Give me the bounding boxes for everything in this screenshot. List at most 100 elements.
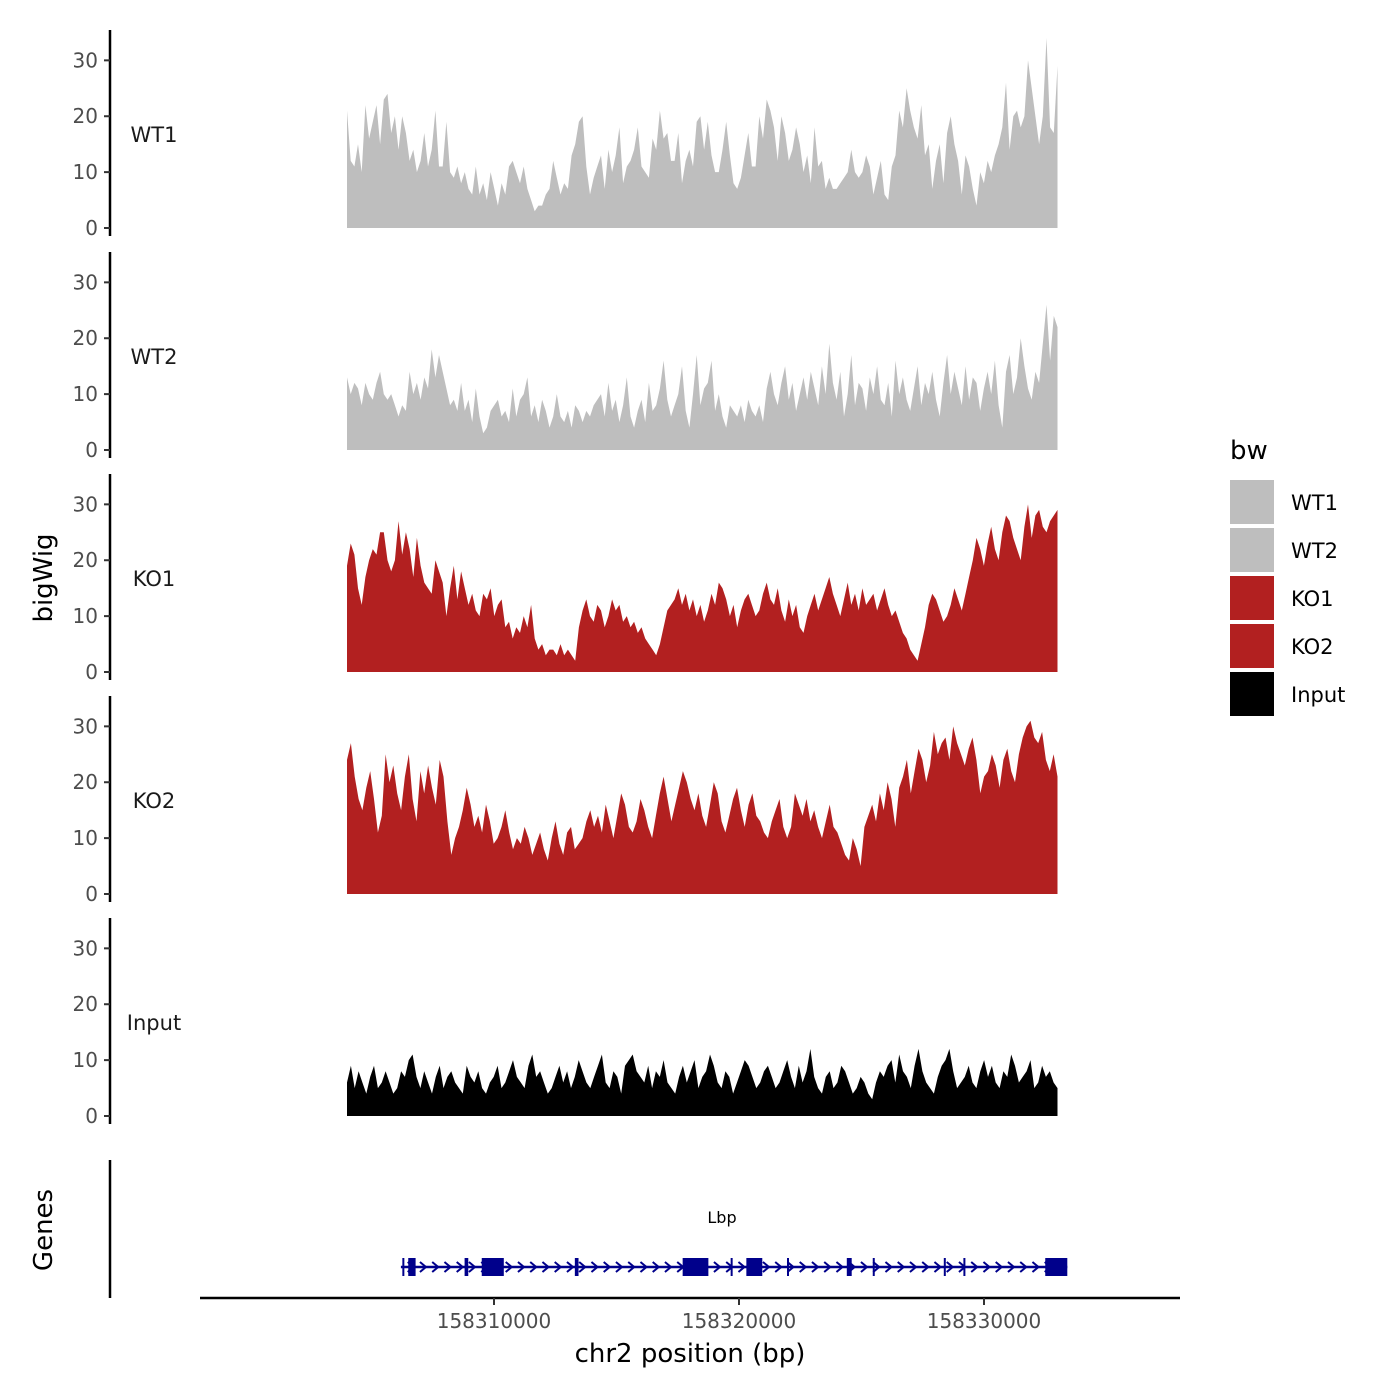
legend-swatch-wt1 (1230, 480, 1274, 524)
strand-arrow (835, 1261, 845, 1273)
area-wt2 (347, 304, 1058, 450)
legend-swatch-ko1 (1230, 576, 1274, 620)
y-tick-label: 30 (73, 492, 98, 516)
y-axis-label: bigWig (29, 533, 59, 622)
strand-arrow (921, 1261, 930, 1273)
x-axis-label: chr2 position (bp) (575, 1339, 806, 1369)
exon-block (574, 1258, 579, 1276)
y-tick-label: 0 (85, 216, 98, 240)
strand-arrow (823, 1261, 832, 1273)
strand-arrow (517, 1261, 526, 1273)
gene-name-label: Lbp (707, 1208, 736, 1227)
x-axis: chr2 position (bp) 158310000 158320000 158… (200, 1296, 1180, 1369)
y-tick-label: 10 (73, 160, 98, 184)
strand-arrow (872, 1261, 881, 1273)
strand-arrow (505, 1261, 514, 1273)
strand-arrow (541, 1261, 551, 1273)
legend-swatch-input (1230, 672, 1274, 716)
legend-label-ko1: KO1 (1291, 587, 1334, 611)
strand-arrow (431, 1261, 440, 1273)
exon-block (746, 1258, 763, 1276)
area-ko2 (347, 720, 1058, 894)
strand-arrow (897, 1261, 906, 1273)
track-panels: 0 10 20 30 WT1 0 10 20 30 WT2 0 10 20 30 KO1 0 10 20 30 KO2… (73, 30, 1058, 1128)
panel-label-wt2: WT2 (131, 345, 178, 369)
strand-arrow (419, 1261, 428, 1273)
strand-arrow (1019, 1261, 1028, 1273)
y-tick-label: 20 (73, 548, 98, 572)
exon-block (408, 1258, 416, 1276)
strand-arrow (786, 1261, 796, 1273)
legend-swatch-ko2 (1230, 624, 1274, 668)
strand-arrow (884, 1261, 894, 1273)
legend-label-wt1: WT1 (1291, 491, 1338, 515)
legend-title: bw (1230, 436, 1268, 466)
legend-label-input: Input (1291, 683, 1345, 707)
y-tick-label: 0 (85, 1104, 98, 1128)
strand-arrow (1007, 1261, 1016, 1273)
legend: bw WT1 WT2 KO1 KO2 Input (1230, 436, 1345, 716)
legend-swatch-wt2 (1230, 528, 1274, 572)
panel-label-input: Input (127, 1011, 181, 1035)
strand-arrow (456, 1261, 465, 1273)
strand-arrow (737, 1261, 747, 1273)
strand-arrow (774, 1261, 783, 1273)
y-tick-label: 10 (73, 1048, 98, 1072)
strand-arrow (664, 1261, 673, 1273)
panel-label-ko1: KO1 (133, 567, 176, 591)
strand-arrow (578, 1261, 587, 1273)
strand-arrow (468, 1261, 477, 1273)
track-wt2: 0 10 20 30 WT2 (73, 252, 1058, 462)
area-input (347, 1048, 1058, 1116)
strand-arrow (762, 1261, 771, 1273)
y-tick-label: 10 (73, 382, 98, 406)
strand-arrow (811, 1261, 820, 1273)
track-ko2: 0 10 20 30 KO2 (73, 696, 1058, 906)
y-tick-label: 10 (73, 826, 98, 850)
x-tick-label: 158330000 (927, 1309, 1042, 1333)
strand-arrow (909, 1261, 918, 1273)
strand-arrow (713, 1261, 722, 1273)
strand-arrow (566, 1261, 575, 1273)
legend-label-wt2: WT2 (1291, 539, 1338, 563)
exon-block (682, 1258, 709, 1276)
y-tick-label: 30 (73, 270, 98, 294)
strand-arrow (554, 1261, 563, 1273)
strand-arrow (933, 1261, 943, 1273)
y-tick-label: 0 (85, 438, 98, 462)
strand-arrow (946, 1261, 955, 1273)
strand-arrow (603, 1261, 612, 1273)
y-tick-label: 30 (73, 936, 98, 960)
genes-track: Genes Lbp (29, 1160, 1068, 1298)
strand-arrow (799, 1261, 808, 1273)
strand-arrow (529, 1261, 538, 1273)
strand-arrow (639, 1261, 649, 1273)
legend-label-ko2: KO2 (1291, 635, 1334, 659)
strand-arrow (970, 1261, 979, 1273)
strand-arrow (590, 1261, 600, 1273)
exon-block (846, 1258, 852, 1276)
y-tick-label: 0 (85, 882, 98, 906)
strand-arrow (982, 1261, 992, 1273)
y-tick-label: 20 (73, 992, 98, 1016)
strand-arrow (627, 1261, 636, 1273)
x-tick-label: 158320000 (682, 1309, 797, 1333)
track-ko1: 0 10 20 30 KO1 (73, 474, 1058, 684)
strand-arrow (995, 1261, 1004, 1273)
x-tick-label: 158310000 (437, 1309, 552, 1333)
y-tick-label: 20 (73, 326, 98, 350)
strand-arrow (860, 1261, 869, 1273)
area-ko1 (347, 504, 1058, 672)
exon-block (481, 1258, 504, 1276)
y-tick-label: 30 (73, 48, 98, 72)
area-wt1 (347, 38, 1058, 228)
y-tick-label: 0 (85, 660, 98, 684)
strand-arrow (652, 1261, 661, 1273)
strand-arrow (443, 1261, 453, 1273)
track-input: 0 10 20 30 Input (73, 918, 1058, 1128)
panel-label-ko2: KO2 (133, 789, 176, 813)
panel-label-wt1: WT1 (131, 123, 178, 147)
track-wt1: 0 10 20 30 WT1 (73, 30, 1058, 240)
exon-block (464, 1258, 469, 1276)
